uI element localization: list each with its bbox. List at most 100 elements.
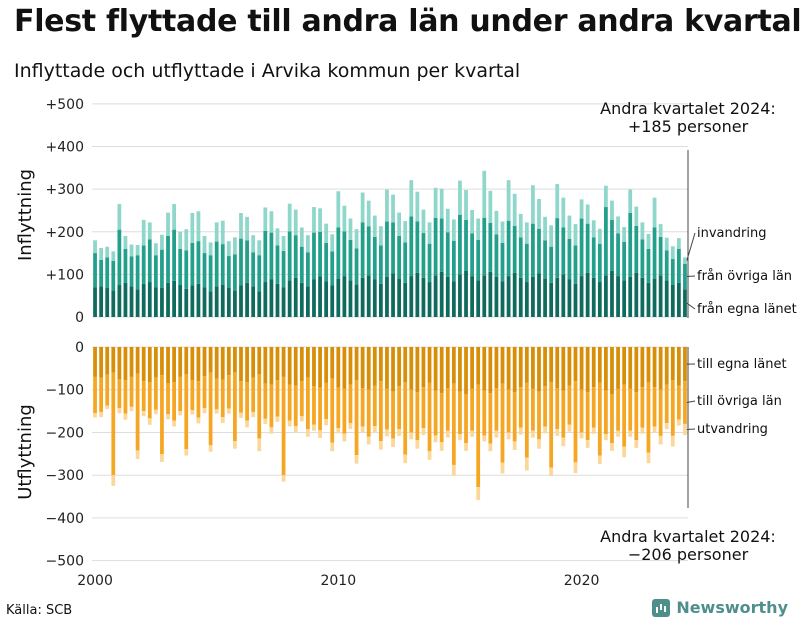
bar-out-segment [135, 450, 140, 459]
bar-out-segment [549, 347, 554, 383]
bar-in-segment [476, 218, 481, 240]
bar-in-segment [220, 244, 225, 285]
bar-in-segment [445, 232, 450, 277]
bar-in-segment [451, 281, 456, 317]
bar-out-segment [99, 411, 104, 418]
bar-in-segment [494, 234, 499, 277]
bar-in-segment [378, 226, 383, 246]
bar-out-segment [239, 381, 243, 413]
bar-in-segment [378, 283, 383, 317]
bar-out-segment [330, 347, 335, 379]
bar-in-segment [433, 275, 438, 317]
bar-in-segment [433, 217, 438, 276]
bar-out-segment [336, 387, 341, 429]
bar-out-segment [160, 347, 164, 376]
bar-in-segment [640, 239, 645, 278]
bar-in-segment [610, 270, 614, 317]
bar-out-segment [324, 382, 329, 420]
bottom-annotation: Andra kvartalet 2024: −206 personer [592, 528, 784, 564]
bar-out-segment [433, 435, 438, 443]
bar-in-segment [196, 241, 201, 284]
bar-out-segment [476, 384, 481, 488]
bar-in-segment [470, 233, 474, 277]
bar-out-segment [488, 443, 493, 452]
bar-in-segment [579, 199, 584, 219]
bar-in-segment [226, 241, 231, 257]
bar-out-segment [312, 386, 316, 425]
bar-in-segment [99, 259, 104, 287]
bar-out-segment [524, 382, 529, 458]
bar-out-segment [372, 347, 377, 386]
bar-out-segment [312, 347, 316, 387]
bar-in-segment [482, 217, 487, 276]
bar-out-segment [342, 347, 347, 389]
outflow-bars [93, 347, 687, 500]
bar-out-segment [299, 381, 304, 417]
bar-in-segment [263, 230, 268, 283]
bar-in-segment [518, 237, 523, 278]
bar-out-segment [220, 347, 225, 380]
bar-out-segment [610, 394, 614, 444]
bar-in-segment [354, 284, 359, 317]
bar-out-segment [409, 432, 414, 440]
y-axis-title-top: Inflyttning [15, 169, 36, 261]
bar-out-segment [372, 385, 377, 427]
bar-out-segment [281, 475, 286, 482]
bar-in-segment [202, 287, 207, 317]
bar-in-segment [482, 170, 487, 218]
bar-out-segment [111, 347, 116, 373]
bar-in-segment [616, 216, 620, 234]
bar-in-segment [190, 242, 195, 286]
bar-in-segment [567, 279, 572, 317]
bar-out-segment [287, 420, 292, 427]
bar-out-segment [427, 451, 432, 460]
y-tick-label-top: +300 [46, 182, 84, 198]
bar-out-segment [409, 389, 414, 433]
bar-out-segment [93, 413, 97, 418]
bar-out-segment [640, 427, 645, 434]
bar-in-segment [366, 275, 371, 317]
bar-out-segment [658, 435, 663, 445]
bar-in-segment [306, 286, 310, 317]
bar-out-segment [500, 462, 505, 474]
bar-out-segment [652, 347, 657, 388]
bar-in-segment [561, 197, 566, 228]
bar-in-segment [579, 218, 584, 277]
bar-in-segment [561, 274, 566, 317]
bar-in-segment [178, 248, 183, 286]
bar-out-segment [585, 440, 590, 448]
bar-out-segment [543, 426, 547, 434]
bar-in-segment [458, 274, 462, 317]
bar-out-segment [427, 382, 432, 452]
bar-out-segment [531, 347, 535, 389]
bar-out-segment [348, 423, 353, 430]
bar-in-segment [622, 280, 627, 317]
bar-out-segment [476, 347, 481, 385]
bar-out-segment [312, 424, 316, 431]
bar-in-segment [275, 228, 280, 246]
bar-out-segment [366, 436, 371, 445]
bar-in-segment [312, 207, 316, 233]
bar-in-segment [610, 219, 614, 271]
bar-out-segment [360, 347, 365, 389]
bar-out-segment [470, 388, 474, 431]
bar-in-segment [591, 277, 596, 317]
bar-out-segment [549, 382, 554, 468]
bar-in-segment [616, 276, 620, 317]
bar-out-segment [403, 454, 408, 464]
bar-in-segment [433, 187, 438, 218]
bar-in-segment [220, 220, 225, 245]
bar-in-segment [166, 282, 170, 317]
bar-out-segment [634, 440, 639, 448]
bar-in-segment [93, 240, 97, 254]
bar-out-segment [500, 347, 505, 384]
bar-out-segment [269, 427, 274, 434]
bar-in-segment [141, 245, 146, 284]
bar-in-segment [233, 254, 237, 291]
brand-logo[interactable]: Newsworthy [652, 598, 788, 617]
bar-out-segment [330, 442, 335, 452]
bar-in-segment [421, 233, 426, 278]
bar-in-segment [464, 189, 468, 220]
bar-in-segment [330, 251, 335, 286]
bar-in-segment [111, 290, 116, 317]
